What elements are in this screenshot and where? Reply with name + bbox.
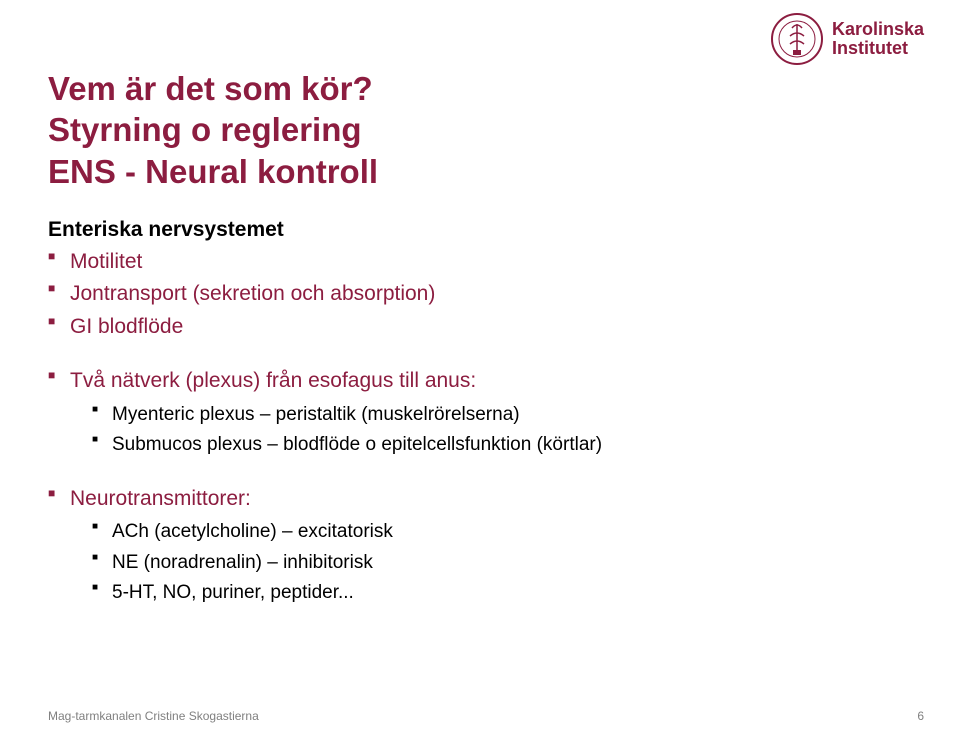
- section1-heading: Enteriska nervsystemet: [48, 218, 912, 242]
- title-line2: Styrning o reglering: [48, 111, 362, 148]
- slide-footer: Mag-tarmkanalen Cristine Skogastierna 6: [48, 709, 924, 723]
- list-item-text: Två nätverk (plexus) från esofagus till …: [70, 369, 476, 392]
- list-item: Jontransport (sekretion och absorption): [48, 278, 912, 311]
- slide-title: Vem är det som kör? Styrning o reglering…: [48, 68, 912, 192]
- footer-page-number: 6: [917, 709, 924, 723]
- brand-line1: Karolinska: [832, 20, 924, 39]
- sublist-item: ACh (acetylcholine) – excitatorisk: [92, 517, 912, 547]
- sublist-item: NE (noradrenalin) – inhibitorisk: [92, 548, 912, 578]
- seal-icon: [770, 12, 824, 66]
- list-item-text: Neurotransmittorer:: [70, 487, 251, 510]
- section3-list: Neurotransmittorer: ACh (acetylcholine) …: [48, 483, 912, 609]
- list-item: Motilitet: [48, 246, 912, 279]
- section2-sublist: Myenteric plexus – peristaltik (muskelrö…: [92, 400, 912, 461]
- title-line1: Vem är det som kör?: [48, 70, 373, 107]
- list-item: Två nätverk (plexus) från esofagus till …: [48, 365, 912, 460]
- list-item: GI blodflöde: [48, 311, 912, 344]
- brand-text: Karolinska Institutet: [832, 20, 924, 58]
- title-line3: ENS - Neural kontroll: [48, 153, 378, 190]
- sublist-item: Submucos plexus – blodflöde o epitelcell…: [92, 430, 912, 460]
- list-item: Neurotransmittorer: ACh (acetylcholine) …: [48, 483, 912, 609]
- section3-sublist: ACh (acetylcholine) – excitatorisk NE (n…: [92, 517, 912, 608]
- section2-list: Två nätverk (plexus) från esofagus till …: [48, 365, 912, 460]
- brand-logo: Karolinska Institutet: [770, 12, 924, 66]
- brand-line2: Institutet: [832, 39, 924, 58]
- sublist-item: Myenteric plexus – peristaltik (muskelrö…: [92, 400, 912, 430]
- section1-list: Motilitet Jontransport (sekretion och ab…: [48, 246, 912, 344]
- footer-left: Mag-tarmkanalen Cristine Skogastierna: [48, 709, 259, 723]
- sublist-item: 5-HT, NO, puriner, peptider...: [92, 578, 912, 608]
